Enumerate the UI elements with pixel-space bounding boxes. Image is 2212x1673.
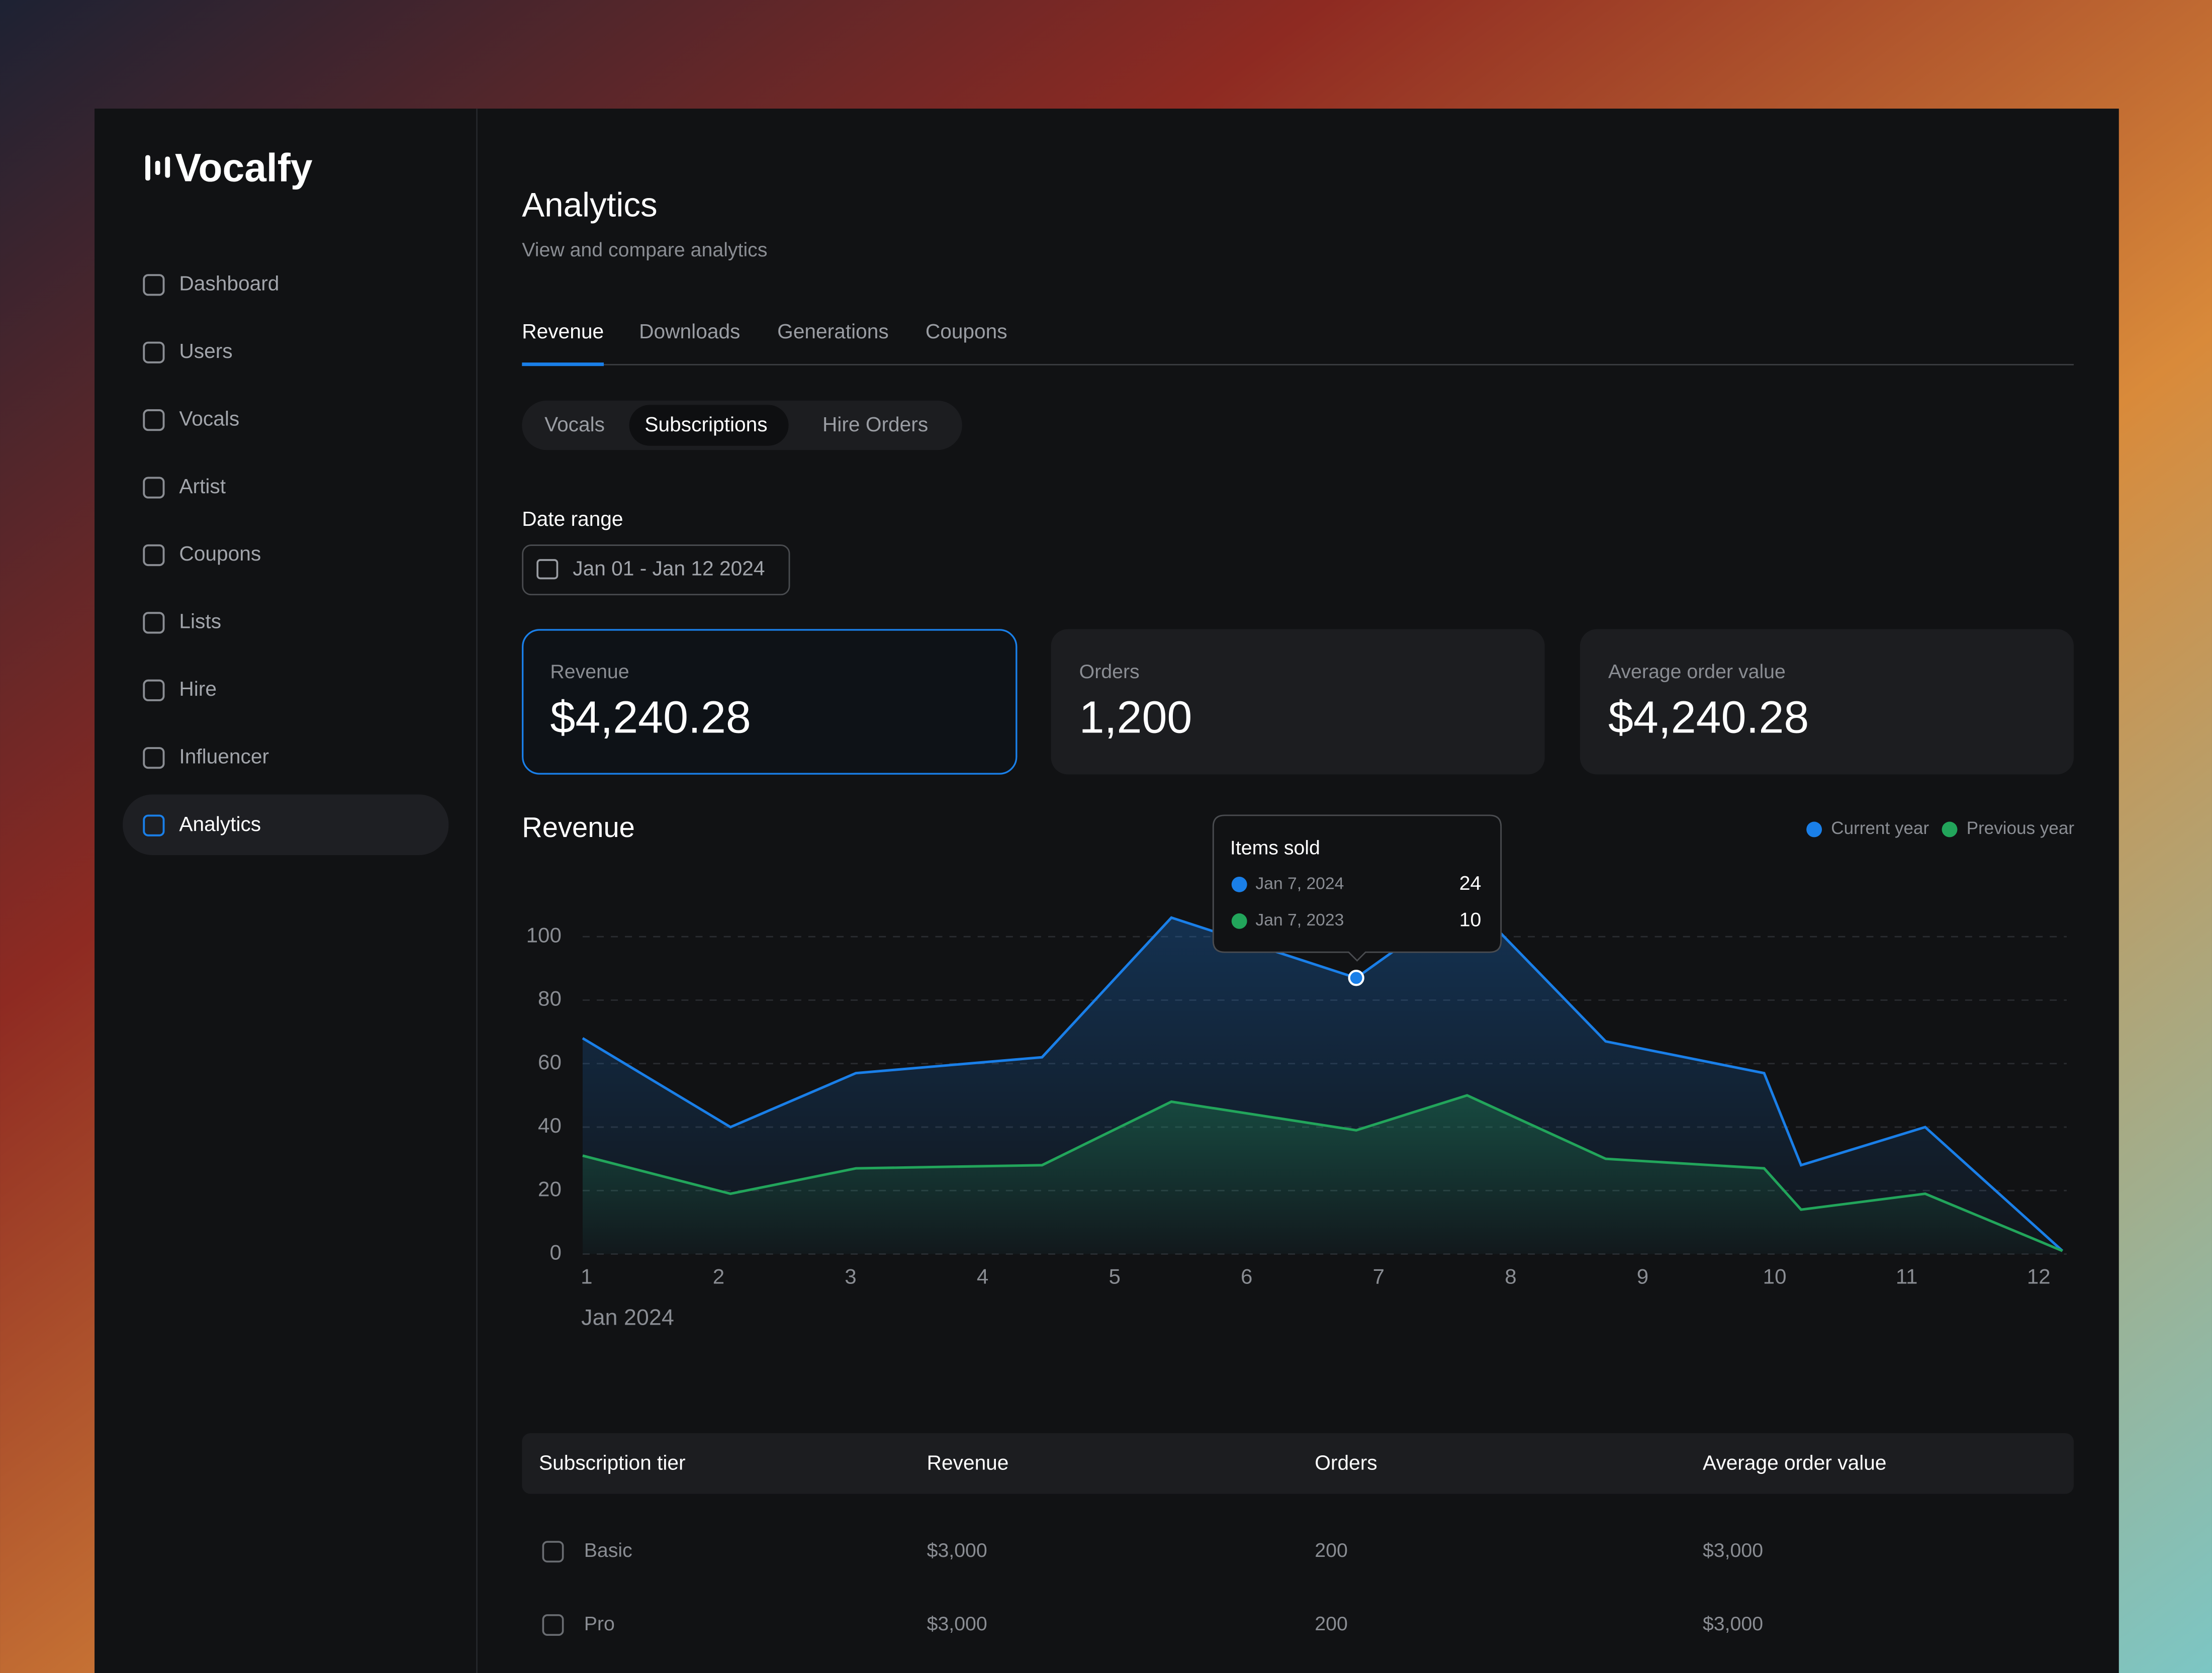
stat-label: Revenue <box>550 661 629 683</box>
hover-point <box>1348 970 1364 986</box>
nav-icon <box>143 544 165 567</box>
nav-icon <box>143 612 165 634</box>
x-tick-label: 8 <box>1505 1264 1516 1288</box>
y-tick-label: 80 <box>538 987 562 1010</box>
y-tick-label: 40 <box>538 1113 562 1137</box>
table-cell: 200 <box>1315 1539 1348 1561</box>
app-window <box>95 109 2119 1673</box>
area-fill <box>582 1095 2063 1254</box>
nav-icon <box>143 341 165 363</box>
table-column: Subscription tier <box>539 1451 686 1474</box>
nav-icon <box>143 679 165 701</box>
stat-label: Orders <box>1079 661 1140 683</box>
date-range-value: Jan 01 - Jan 12 2024 <box>573 556 765 580</box>
stat-card <box>1580 629 2074 775</box>
table-cell: Basic <box>584 1539 632 1561</box>
x-tick-label: 4 <box>977 1264 988 1288</box>
logo-icon <box>145 155 170 181</box>
x-tick-label: 1 <box>581 1264 592 1288</box>
tooltip-value: 24 <box>1459 872 1482 894</box>
stat-card <box>1051 629 1545 775</box>
table-cell: 200 <box>1315 1613 1348 1635</box>
tooltip-title: Items sold <box>1230 837 1320 859</box>
stat-card <box>522 629 1018 775</box>
row-checkbox[interactable] <box>542 1614 564 1636</box>
stat-value: $4,240.28 <box>550 693 751 743</box>
nav-item[interactable]: Vocals <box>179 407 239 430</box>
x-tick-label: 2 <box>713 1264 724 1288</box>
subtab: Hire Orders <box>822 413 928 436</box>
x-tick-label: 6 <box>1241 1264 1252 1288</box>
x-tick-label: 3 <box>845 1264 856 1288</box>
nav-icon <box>143 814 165 836</box>
calendar-icon <box>536 559 559 580</box>
table-cell: $3,000 <box>927 1613 987 1635</box>
table-cell: $3,000 <box>1703 1613 1763 1635</box>
table-cell: $3,000 <box>1703 1539 1763 1561</box>
x-tick-label: 10 <box>1763 1264 1787 1288</box>
date-range-label: Date range <box>522 507 623 530</box>
nav-item[interactable]: Hire <box>179 677 217 700</box>
table-column: Orders <box>1315 1451 1377 1474</box>
nav-icon <box>143 274 165 296</box>
tooltip-box <box>1212 814 1502 962</box>
x-tick-label: 5 <box>1109 1264 1120 1288</box>
x-tick-label: 12 <box>2027 1264 2051 1288</box>
tab-underline <box>522 362 604 366</box>
nav-icon <box>143 747 165 769</box>
nav-item[interactable]: Users <box>179 339 232 362</box>
table-column: Average order value <box>1703 1451 1887 1474</box>
nav-icon <box>143 409 165 431</box>
subtab: Subscriptions <box>644 413 767 436</box>
x-tick-label: 7 <box>1373 1264 1385 1288</box>
date-range-box[interactable] <box>522 544 790 596</box>
legend-dot <box>1806 821 1822 838</box>
y-tick-label: 20 <box>538 1177 562 1200</box>
table-column: Revenue <box>927 1451 1009 1474</box>
stat-label: Average order value <box>1608 661 1786 683</box>
subtab-active <box>629 405 789 446</box>
tab: Generations <box>777 320 889 343</box>
y-tick-label: 60 <box>538 1050 562 1074</box>
tab: Revenue <box>522 320 604 343</box>
legend-label: Current year <box>1831 818 1929 838</box>
legend-dot <box>1942 821 1958 838</box>
chart-title: Revenue <box>522 811 635 843</box>
stat-value: $4,240.28 <box>1608 693 1809 743</box>
nav-item[interactable]: Dashboard <box>179 272 279 295</box>
tooltip-label: Jan 7, 2023 <box>1255 911 1344 930</box>
nav-item[interactable]: Coupons <box>179 542 261 565</box>
tooltip-value: 10 <box>1459 909 1482 931</box>
x-tick-label: 11 <box>1896 1264 1918 1288</box>
nav-icon <box>143 477 165 499</box>
series-line <box>582 1094 2063 1252</box>
brand-name: Vocalfy <box>175 145 313 190</box>
table-cell: Pro <box>584 1613 615 1635</box>
tooltip-label: Jan 7, 2024 <box>1255 874 1344 893</box>
y-tick-label: 100 <box>526 923 562 947</box>
nav-item[interactable]: Lists <box>179 610 221 633</box>
tooltip-dot <box>1231 876 1247 892</box>
subtab: Vocals <box>544 413 605 436</box>
x-axis-label: Jan 2024 <box>581 1305 674 1330</box>
nav-item[interactable]: Influencer <box>179 745 269 768</box>
stat-value: 1,200 <box>1079 693 1192 743</box>
nav-active-bg <box>123 794 449 856</box>
tab: Coupons <box>926 320 1007 343</box>
tooltip-dot <box>1231 913 1247 929</box>
legend-label: Previous year <box>1967 818 2075 838</box>
nav-item[interactable]: Analytics <box>179 812 261 835</box>
row-checkbox[interactable] <box>542 1541 564 1563</box>
table-cell: $3,000 <box>927 1539 987 1561</box>
nav-item[interactable]: Artist <box>179 475 226 498</box>
y-tick-label: 0 <box>549 1241 561 1264</box>
tab: Downloads <box>639 320 740 343</box>
page-title: Analytics <box>522 186 657 224</box>
x-tick-label: 9 <box>1637 1264 1648 1288</box>
table-header <box>522 1433 2074 1494</box>
page-subtitle: View and compare analytics <box>522 239 767 261</box>
